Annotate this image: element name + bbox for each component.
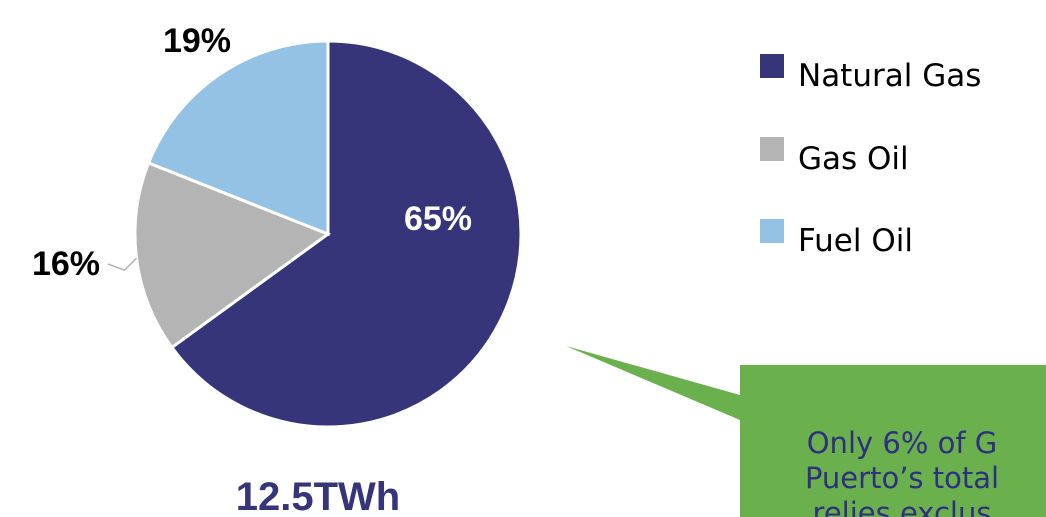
pie-slice-natural-gas — [169, 39, 523, 429]
legend: Natural Gas Gas Oil Fuel Oil — [760, 54, 981, 259]
legend-swatch-fuel-oil — [760, 219, 784, 243]
callout-line-2: Puerto’s total — [805, 461, 999, 495]
leader-lines — [107, 257, 138, 272]
legend-label-gas-oil: Gas Oil — [798, 141, 909, 177]
legend-swatch-gas-oil — [760, 137, 784, 161]
value-label-gas-oil: 16% — [32, 245, 100, 283]
callout-line-3: relies exclus — [813, 496, 992, 517]
value-label-fuel-oil: 19% — [163, 22, 231, 60]
legend-label-fuel-oil: Fuel Oil — [798, 223, 913, 259]
value-label-natural-gas: 65% — [404, 200, 472, 238]
pie-slice-fuel-oil — [146, 39, 330, 237]
callout-box: Only 6% of G Puerto’s total relies exclu… — [566, 346, 1046, 517]
total-energy-label: 12.5TWh — [236, 475, 400, 517]
callout-line-1: Only 6% of G — [807, 426, 998, 460]
legend-label-natural-gas: Natural Gas — [798, 58, 981, 94]
leader-line-gas-oil — [107, 257, 138, 272]
legend-swatch-natural-gas — [760, 54, 784, 78]
pie-slice-gas-oil — [133, 161, 332, 350]
value-labels: 65% 16% 19% — [32, 22, 472, 283]
callout-shape — [566, 346, 1046, 517]
pie-slices — [133, 39, 523, 429]
